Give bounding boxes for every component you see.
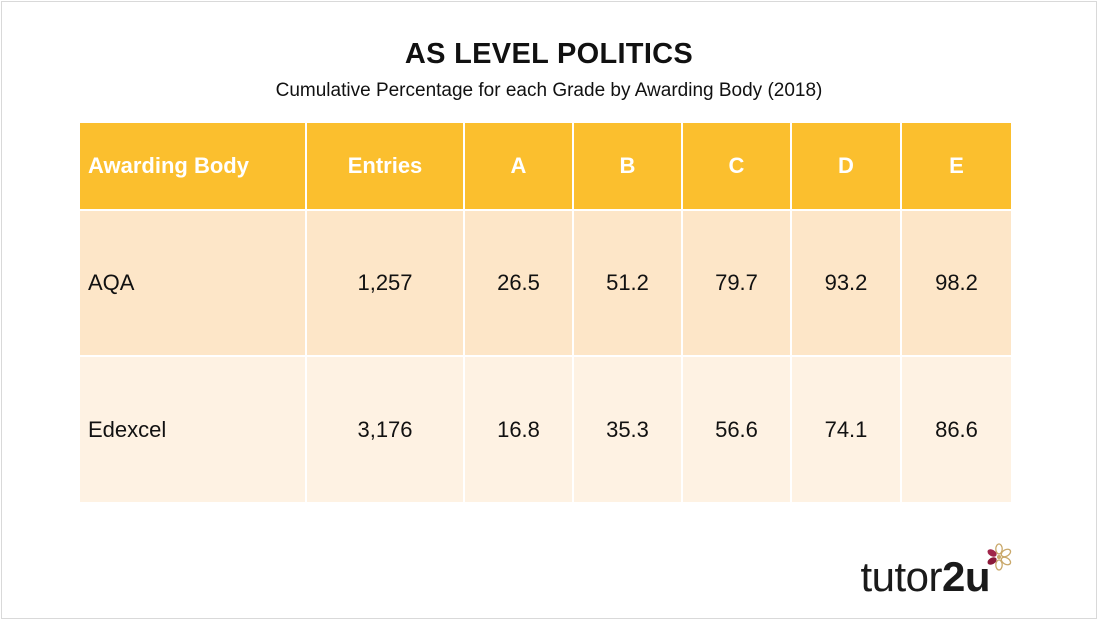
- cell-entries: 3,176: [305, 356, 465, 502]
- header-grade-b: B: [572, 123, 683, 211]
- cell-grade-c: 79.7: [681, 210, 792, 356]
- header-awarding-body: Awarding Body: [80, 123, 307, 211]
- cell-grade-b: 35.3: [572, 356, 683, 502]
- cell-grade-d: 93.2: [790, 210, 902, 356]
- table-row: Edexcel 3,176 16.8 35.3 56.6 74.1 86.6: [80, 356, 1011, 502]
- page-subtitle: Cumulative Percentage for each Grade by …: [275, 80, 823, 101]
- tutor2u-logo: tutor2u: [860, 543, 1014, 600]
- header-grade-a: A: [463, 123, 574, 211]
- header-entries: Entries: [305, 123, 465, 211]
- cell-grade-a: 16.8: [463, 356, 574, 502]
- cell-awarding-body: AQA: [80, 210, 307, 356]
- cell-grade-b: 51.2: [572, 210, 683, 356]
- cell-grade-a: 26.5: [463, 210, 574, 356]
- header-grade-e: E: [900, 123, 1011, 211]
- flower-icon: [987, 543, 1012, 571]
- cell-grade-e: 86.6: [900, 356, 1011, 502]
- cell-grade-e: 98.2: [900, 210, 1011, 356]
- cell-awarding-body: Edexcel: [80, 356, 307, 502]
- cell-grade-c: 56.6: [681, 356, 792, 502]
- cell-entries: 1,257: [305, 210, 465, 356]
- table-row: AQA 1,257 26.5 51.2 79.7 93.2 98.2: [80, 210, 1011, 356]
- logo-text: tutor2u: [860, 553, 990, 600]
- table-header-row: Awarding Body Entries A B C D E: [80, 123, 1011, 211]
- header-grade-c: C: [681, 123, 792, 211]
- cell-grade-d: 74.1: [790, 356, 902, 502]
- page-title: AS LEVEL POLITICS: [404, 38, 694, 70]
- header-grade-d: D: [790, 123, 902, 211]
- grades-table: Awarding Body Entries A B C D E AQA 1,25…: [80, 123, 1011, 502]
